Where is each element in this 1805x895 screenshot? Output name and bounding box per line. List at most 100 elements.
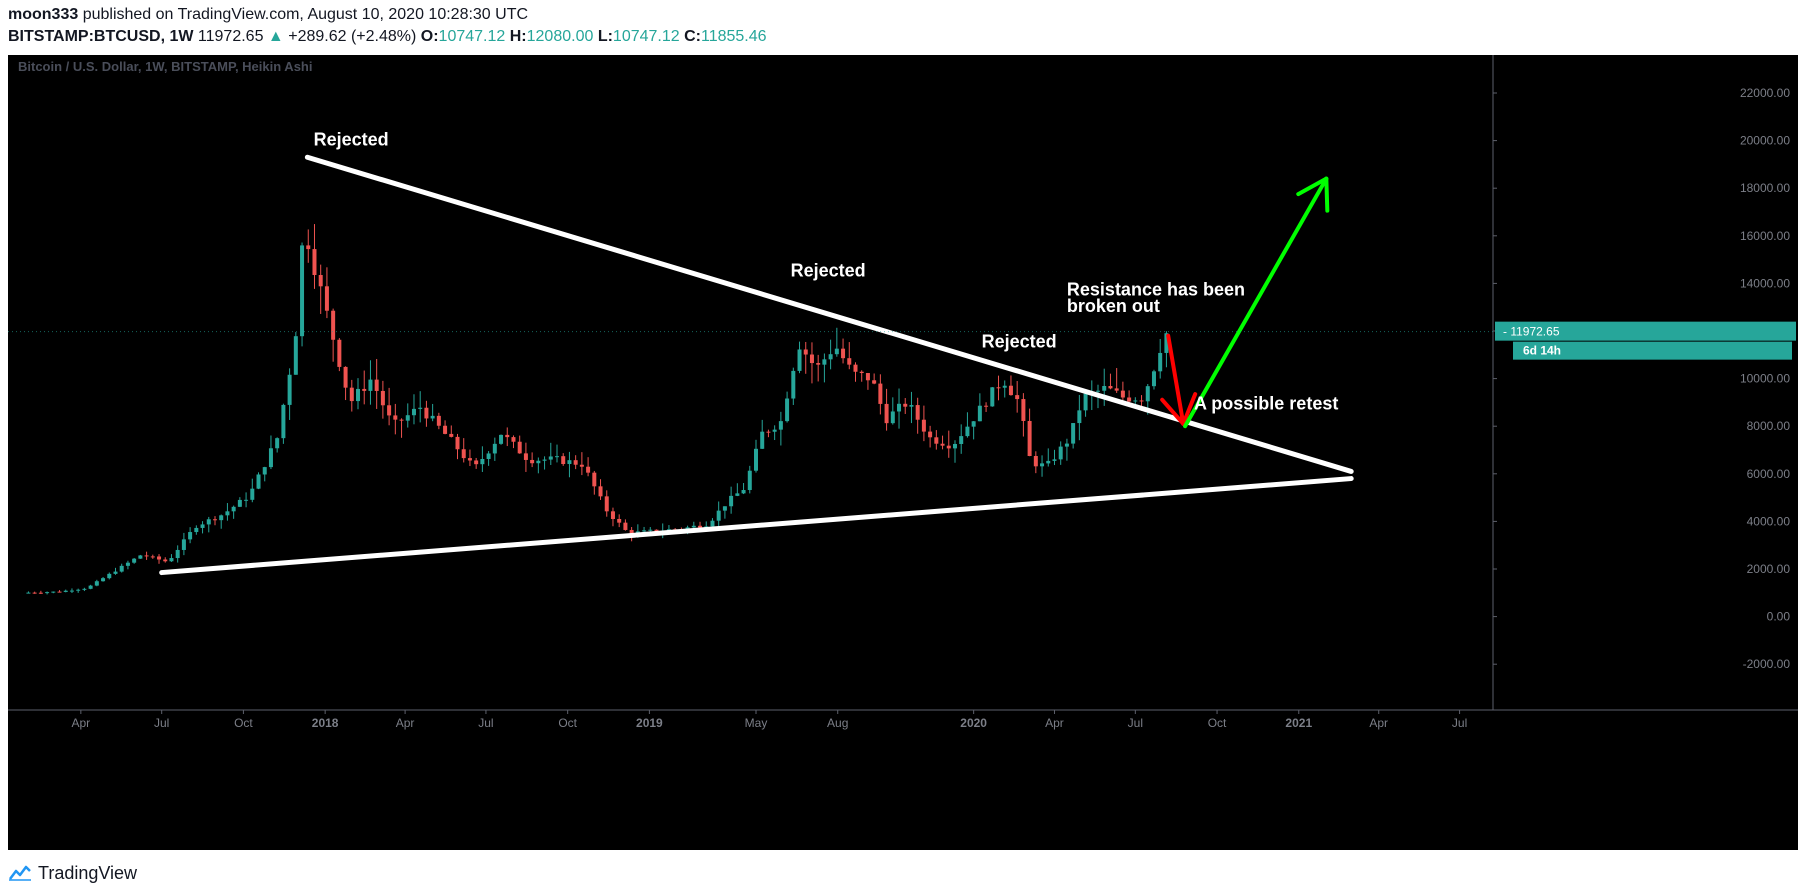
candle-body — [1120, 390, 1125, 398]
x-tick-label: 2019 — [636, 716, 663, 730]
candle-body — [107, 573, 112, 579]
candle-body — [573, 460, 578, 465]
y-tick-label: 18000.00 — [1740, 181, 1790, 195]
candle-body — [362, 388, 367, 391]
candle-body — [237, 499, 242, 507]
candle-body — [51, 591, 56, 593]
price-chart[interactable]: Bitcoin / U.S. Dollar, 1W, BITSTAMP, Hei… — [8, 55, 1798, 850]
candle-body — [1108, 386, 1113, 389]
author-name[interactable]: moon333 — [8, 6, 79, 23]
candle-body — [903, 403, 908, 407]
x-tick-label: Apr — [1045, 716, 1064, 730]
candle-body — [281, 404, 286, 439]
candle-body — [1139, 400, 1144, 402]
last-price: 11972.65 — [197, 28, 264, 45]
candle-body — [150, 556, 155, 558]
candle-body — [163, 559, 168, 562]
x-tick-label: Apr — [72, 716, 91, 730]
candle-body — [841, 348, 846, 359]
candle-body — [1158, 352, 1163, 372]
candle-body — [480, 458, 485, 465]
candle-body — [132, 558, 137, 563]
x-tick-label: Oct — [1208, 716, 1227, 730]
candle-body — [399, 419, 404, 421]
candle-body — [268, 448, 273, 468]
candle-body — [747, 470, 752, 491]
candle-body — [88, 585, 93, 589]
candle-body — [555, 456, 560, 458]
annotation-label: Rejected — [982, 332, 1057, 352]
candle-body — [890, 411, 895, 424]
candle-body — [125, 562, 130, 566]
candle-body — [349, 387, 354, 402]
y-tick-label: 20000.00 — [1740, 134, 1790, 148]
candle-body — [1096, 390, 1101, 392]
candle-body — [57, 591, 62, 593]
low-value: 10747.12 — [612, 28, 680, 45]
tradingview-logo-icon[interactable] — [8, 865, 32, 881]
candle-body — [803, 349, 808, 355]
candle-body — [872, 380, 877, 384]
y-tick-label: 14000.00 — [1740, 276, 1790, 290]
candle-body — [741, 490, 746, 494]
last-price-label: - 11972.65 — [1503, 325, 1560, 339]
footer: TradingView — [8, 860, 137, 886]
candle-body — [94, 581, 99, 586]
candle-body — [380, 390, 385, 406]
last-price-tag — [1495, 321, 1796, 341]
candle-body — [1164, 333, 1169, 353]
publish-info: moon333 published on TradingView.com, Au… — [8, 6, 528, 24]
candle-body — [853, 364, 858, 372]
brand-name[interactable]: TradingView — [38, 862, 138, 883]
annotation-label: Rejected — [314, 129, 389, 149]
candle-body — [884, 403, 889, 424]
high-value: 12080.00 — [526, 28, 594, 45]
candle-body — [1002, 385, 1007, 388]
candle-body — [200, 524, 205, 528]
countdown-tag — [1513, 341, 1792, 360]
low-label: L: — [597, 28, 613, 45]
candle-body — [586, 466, 591, 473]
y-tick-label: 22000.00 — [1740, 86, 1790, 100]
candle-body — [474, 460, 479, 465]
y-tick-label: 16000.00 — [1740, 229, 1790, 243]
candle-body — [1021, 399, 1026, 421]
candle-body — [343, 366, 348, 388]
candle-body — [436, 415, 441, 426]
candle-body — [592, 472, 597, 487]
candle-body — [181, 539, 186, 550]
candle-body — [629, 529, 634, 535]
candle-body — [45, 592, 50, 594]
candle-body — [996, 387, 1001, 389]
candle-body — [729, 495, 734, 507]
candle-body — [312, 249, 317, 276]
open-label: O: — [420, 28, 439, 45]
candle-body — [897, 403, 902, 412]
candle-body — [1052, 459, 1057, 461]
candle-body — [785, 398, 790, 422]
y-tick-label: 0.00 — [1767, 610, 1791, 624]
candle-body — [548, 456, 553, 460]
y-tick-label: 10000.00 — [1740, 372, 1790, 386]
candle-body — [505, 434, 510, 438]
candle-body — [293, 336, 298, 375]
candle-body — [449, 433, 454, 437]
arrow-head — [1324, 176, 1330, 213]
candle-body — [604, 496, 609, 512]
candle-body — [387, 405, 392, 416]
candle-body — [598, 486, 603, 497]
x-tick-label: May — [745, 716, 768, 730]
annotation-label: Resistance has been — [1067, 279, 1245, 299]
candle-body — [1127, 397, 1132, 402]
candle-body — [424, 407, 429, 419]
symbol-info: BITSTAMP:BTCUSD, 1W 11972.65 ▲ +289.62 (… — [8, 28, 767, 46]
candle-body — [1064, 443, 1069, 447]
candle-body — [250, 488, 255, 500]
candle-body — [225, 511, 230, 516]
candle-body — [691, 525, 696, 528]
candle-body — [1151, 371, 1156, 387]
candle-body — [1015, 395, 1020, 400]
candle-body — [113, 571, 118, 574]
candle-body — [119, 565, 124, 572]
symbol-name: BITSTAMP:BTCUSD, 1W — [8, 28, 194, 45]
